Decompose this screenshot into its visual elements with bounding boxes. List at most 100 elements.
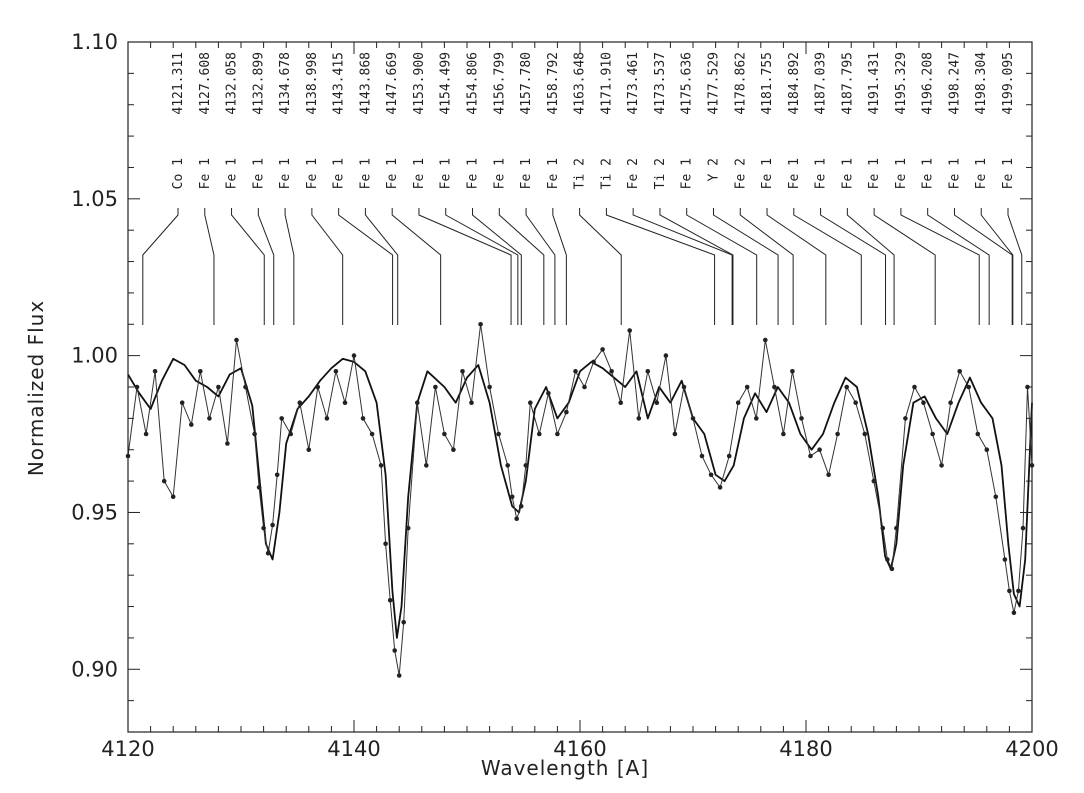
observed-data-point (315, 384, 321, 390)
observed-data-point (265, 550, 271, 556)
line-wavelength-label: 4198.247 (947, 52, 962, 115)
y-tick-label: 0.90 (71, 657, 118, 681)
observed-data-point (324, 416, 330, 421)
observed-data-point (333, 369, 339, 374)
observed-data-point (496, 431, 501, 437)
line-element-label: Fe 1 (519, 158, 534, 189)
observed-data-point (351, 353, 357, 358)
line-id-leader (686, 208, 758, 325)
line-element-label: Fe 1 (894, 158, 909, 189)
observed-data-point (835, 431, 840, 437)
observed-data-point (930, 431, 935, 437)
line-id-leader (579, 208, 622, 325)
line-wavelength-label: 4132.058 (225, 52, 240, 115)
line-id-leader (766, 208, 827, 325)
y-tick-label: 1.05 (71, 187, 118, 211)
observed-data-point (378, 463, 384, 468)
observed-data-point (392, 648, 398, 653)
line-id-leader (739, 208, 794, 325)
line-wavelength-label: 4153.900 (412, 52, 427, 115)
observed-data-point (207, 416, 212, 421)
observed-data-point (957, 369, 962, 374)
line-identifications: 4121.311 Co 1 4127.608 Fe 1 4132.058 Fe 1 4132… (142, 52, 1023, 325)
observed-data-point (645, 369, 651, 374)
line-element-label: Fe 1 (412, 158, 427, 189)
x-tick-label: 4160 (553, 737, 606, 761)
y-tick-label: 0.95 (71, 500, 118, 524)
observed-data-point (256, 485, 262, 490)
line-element-label: Fe 1 (278, 158, 293, 189)
y-tick-label: 1.00 (71, 344, 118, 368)
observed-data-point (681, 384, 687, 390)
observed-data-point (161, 478, 167, 484)
observed-data-point (170, 494, 176, 500)
line-wavelength-label: 4156.799 (492, 52, 507, 115)
line-id-leader (927, 208, 990, 325)
observed-data-point (134, 384, 140, 390)
line-element-label: Fe 1 (867, 158, 882, 189)
observed-data-point (505, 463, 511, 468)
observed-data-point (862, 431, 868, 437)
line-wavelength-label: 4154.806 (466, 52, 481, 115)
line-id-leader (364, 208, 399, 325)
line-element-label: Ti 2 (599, 158, 614, 189)
series-group (125, 322, 1035, 678)
line-id-leader (445, 208, 519, 325)
observed-data-point (270, 522, 275, 528)
observed-data-point (708, 472, 714, 478)
observed-data-point (360, 416, 366, 421)
line-id-leader (525, 208, 556, 325)
observed-data-point (717, 485, 723, 490)
line-id-leader (632, 208, 733, 325)
line-wavelength-label: 4175.636 (680, 52, 695, 115)
line-wavelength-label: 4163.648 (573, 52, 588, 115)
line-element-label: Fe 1 (198, 158, 213, 189)
line-wavelength-label: 4138.998 (305, 52, 320, 115)
line-id-leader (498, 208, 545, 325)
line-wavelength-label: 4198.304 (974, 52, 989, 115)
observed-data-point (433, 384, 438, 390)
line-wavelength-label: 4195.329 (894, 52, 909, 115)
observed-data-point (672, 431, 678, 437)
line-element-label: Fe 1 (466, 158, 481, 189)
line-element-label: Fe 1 (947, 158, 962, 189)
observed-data-point (546, 391, 551, 396)
observed-data-point (306, 447, 312, 453)
observed-data-point (699, 453, 705, 459)
line-id-leader (820, 208, 887, 325)
observed-data-point (451, 447, 456, 453)
observed-data-point (442, 431, 447, 437)
observed-data-point (274, 472, 280, 478)
observed-data-point (636, 416, 642, 421)
observed-data-point (537, 431, 542, 437)
line-id-leader (418, 208, 512, 325)
line-wavelength-label: 4173.461 (626, 52, 641, 115)
observed-data-point (405, 525, 411, 531)
observed-data-point (609, 369, 614, 374)
observed-data-point (198, 369, 203, 374)
observed-data-point (297, 400, 303, 406)
observed-data-point (487, 384, 492, 390)
line-id-leader (793, 208, 862, 325)
observed-data-point (993, 494, 999, 500)
line-element-label: Ti 2 (653, 158, 668, 189)
x-tick-label: 4200 (1005, 737, 1058, 761)
observed-data-point (216, 384, 221, 390)
line-element-label: Fe 2 (626, 158, 641, 189)
line-element-label: Co 1 (171, 158, 186, 189)
x-tick-label: 4140 (327, 737, 380, 761)
observed-data-point (939, 463, 944, 468)
observed-data-point (582, 384, 587, 390)
line-id-leader (472, 208, 522, 325)
observed-data-point (772, 384, 777, 390)
observed-data-point (921, 400, 926, 406)
line-wavelength-label: 4184.892 (787, 52, 802, 115)
observed-data-point (387, 598, 393, 603)
x-tick-label: 4120 (101, 737, 154, 761)
line-wavelength-label: 4177.529 (706, 52, 721, 115)
line-id-leader (257, 208, 275, 325)
line-element-label: Fe 2 (733, 158, 748, 189)
observed-data-point (401, 619, 407, 625)
observed-data-point (948, 400, 953, 406)
observed-data-point (735, 400, 741, 406)
